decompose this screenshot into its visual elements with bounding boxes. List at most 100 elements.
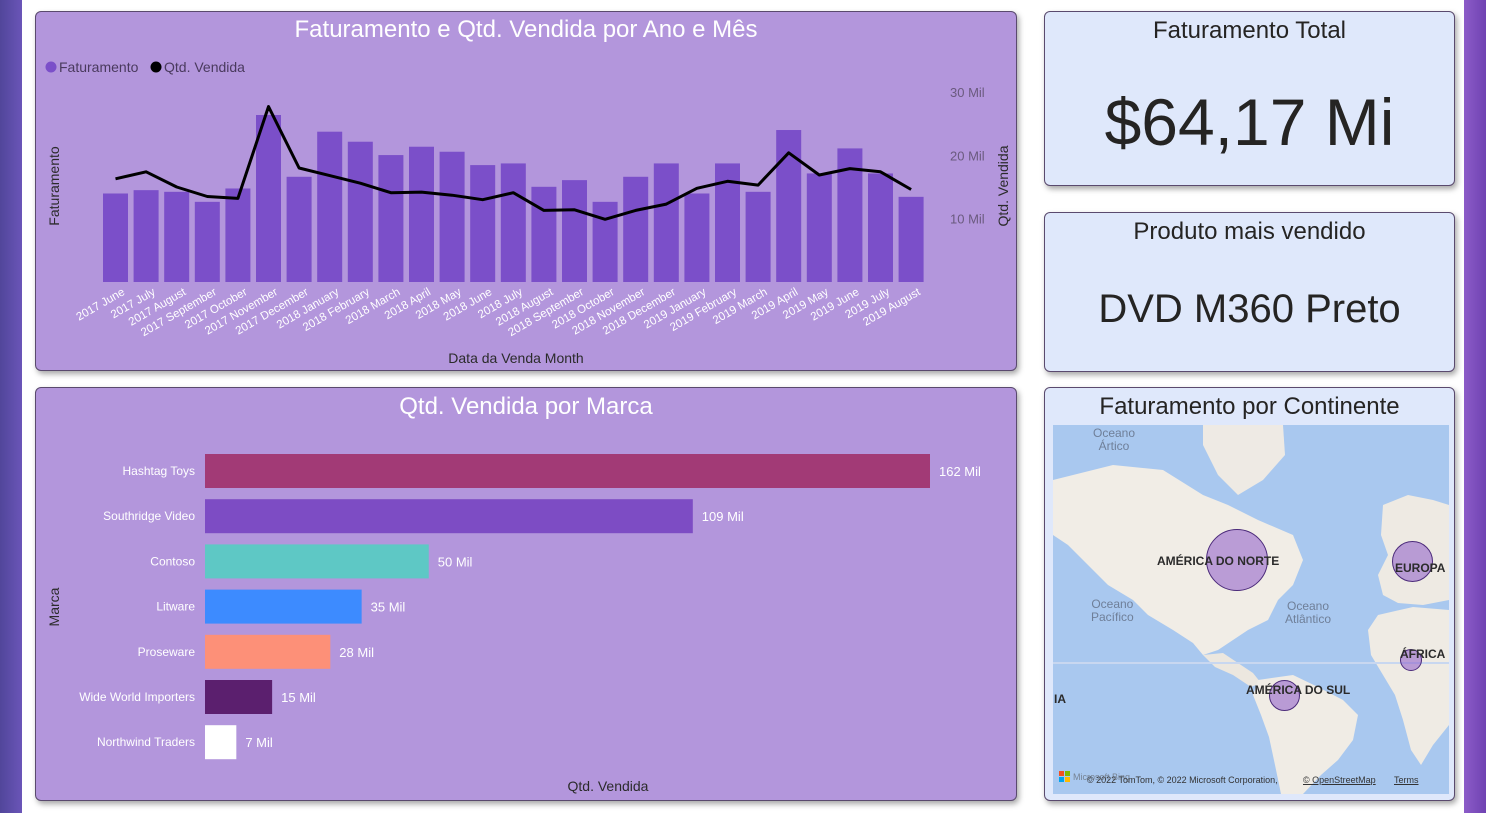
legend-label-qtd-vendida[interactable]: Qtd. Vendida (164, 59, 245, 75)
faturamento-bar[interactable] (103, 193, 128, 282)
bing-logo-text: Microsoft Bing (1073, 772, 1131, 782)
brand-bar[interactable] (205, 725, 237, 760)
africa-shape (1368, 607, 1449, 765)
brand-chart-panel: Qtd. Vendida por Marca Marca Qtd. Vendid… (35, 387, 1017, 801)
y-left-axis-title: Faturamento (46, 146, 62, 226)
brand-value-label: 15 Mil (281, 690, 316, 705)
map-label-africa: ÁFRICA (1400, 647, 1446, 661)
brand-category-label: Litware (156, 600, 195, 614)
faturamento-bar[interactable] (439, 151, 465, 282)
bing-logo (1059, 771, 1070, 782)
faturamento-bar[interactable] (286, 176, 312, 282)
faturamento-bar[interactable] (347, 141, 373, 282)
y-right-tick-label: 30 Mil (950, 85, 985, 100)
brand-bar[interactable] (205, 589, 362, 624)
brand-chart: Marca Qtd. Vendida Hashtag Toys 162 Mil So… (46, 454, 981, 794)
ocean-label-arctic: Oceano Ártico (1093, 426, 1136, 453)
faturamento-bar[interactable] (409, 146, 434, 282)
brand-bar[interactable] (205, 454, 930, 488)
brand-bar[interactable] (205, 634, 331, 669)
y-right-tick-label: 20 Mil (950, 148, 985, 163)
kpi-total-value: $64,17 Mi (1104, 85, 1395, 159)
legend-label-faturamento[interactable]: Faturamento (59, 59, 139, 75)
map-label-europe: EUROPA (1395, 561, 1446, 575)
ocean-label-pacific: Oceano Pacífico (1091, 597, 1134, 624)
faturamento-bar[interactable] (806, 173, 832, 282)
faturamento-bar[interactable] (470, 165, 496, 282)
y-right-ticks: 10 Mil 20 Mil 30 Mil (950, 85, 985, 227)
ocean-label-atlantic: Oceano Atlântico (1285, 599, 1332, 626)
map-title: Faturamento por Continente (1099, 393, 1400, 420)
faturamento-bar[interactable] (653, 163, 679, 282)
faturamento-bar[interactable] (745, 191, 771, 282)
faturamento-bar[interactable] (531, 186, 557, 282)
brand-chart-title: Qtd. Vendida por Marca (399, 393, 653, 420)
brand-y-axis-title: Marca (46, 587, 62, 626)
combo-chart-panel: Faturamento e Qtd. Vendida por Ano e Mês… (35, 11, 1017, 371)
brand-category-label: Contoso (150, 554, 195, 568)
kpi-product-value: DVD M360 Preto (1098, 287, 1401, 331)
faturamento-bar[interactable] (898, 196, 924, 282)
y-right-axis-title: Qtd. Vendida (995, 145, 1011, 226)
kpi-product-title: Produto mais vendido (1133, 218, 1366, 245)
brand-category-label: Proseware (138, 645, 196, 659)
combo-chart: Faturamento Qtd. Vendida Faturamento Qtd… (45, 59, 1011, 366)
faturamento-bar[interactable] (868, 173, 893, 282)
combo-legend: Faturamento Qtd. Vendida (45, 59, 245, 75)
map-canvas[interactable]: Oceano Ártico Oceano Pacífico Oceano Atl… (1053, 425, 1449, 794)
faturamento-bar[interactable] (592, 201, 618, 282)
brand-bar[interactable] (205, 499, 693, 534)
kpi-total-card: Faturamento Total $64,17 Mi (1044, 11, 1455, 186)
x-axis-title: Data da Venda Month (448, 350, 583, 366)
y-right-tick-label: 10 Mil (950, 212, 985, 227)
map-label-asia-partial: IA (1054, 692, 1066, 706)
map-panel: Faturamento por Continente Oceano Ártico… (1044, 387, 1455, 801)
terms-link[interactable]: Terms (1394, 775, 1419, 785)
brand-value-label: 28 Mil (339, 645, 374, 660)
brand-bar[interactable] (205, 544, 429, 579)
brand-category-label: Hashtag Toys (123, 464, 196, 478)
north-america-shape (1053, 465, 1303, 655)
map-attribution: © 2022 TomTom, © 2022 Microsoft Corporat… (1087, 775, 1278, 785)
brand-bar[interactable] (205, 680, 273, 714)
bubble-africa[interactable] (1400, 649, 1422, 671)
brand-value-label: 109 Mil (702, 509, 744, 524)
brand-category-label: Southridge Video (103, 509, 195, 523)
faturamento-bar[interactable] (225, 188, 251, 282)
faturamento-bar[interactable] (194, 201, 220, 282)
brand-value-label: 7 Mil (245, 735, 273, 750)
bubble-south-america[interactable] (1269, 680, 1300, 711)
faturamento-bar[interactable] (378, 155, 404, 282)
faturamento-bar[interactable] (562, 180, 587, 282)
brand-x-axis-title: Qtd. Vendida (568, 778, 649, 794)
faturamento-bar[interactable] (256, 115, 281, 282)
faturamento-bar[interactable] (317, 131, 343, 282)
brand-bars: Hashtag Toys 162 Mil Southridge Video 109 M… (79, 454, 981, 760)
brand-value-label: 50 Mil (438, 554, 473, 569)
qtd-vendida-line (115, 105, 912, 221)
map-label-south-america: AMÉRICA DO SUL (1246, 683, 1351, 697)
faturamento-bar[interactable] (776, 130, 802, 282)
map-label-north-america: AMÉRICA DO NORTE (1157, 554, 1280, 568)
faturamento-bar[interactable] (684, 193, 710, 282)
qtd-vendida-polyline[interactable] (115, 105, 912, 221)
faturamento-bar[interactable] (623, 176, 649, 282)
faturamento-bars (103, 115, 924, 282)
greenland-shape (1203, 425, 1285, 495)
faturamento-bar[interactable] (500, 163, 526, 282)
brand-category-label: Wide World Importers (79, 690, 195, 704)
legend-marker-faturamento (45, 61, 57, 73)
bubble-europe[interactable] (1392, 541, 1433, 582)
bubble-north-america[interactable] (1206, 529, 1268, 591)
faturamento-bar[interactable] (133, 190, 159, 282)
combo-chart-title: Faturamento e Qtd. Vendida por Ano e Mês (294, 16, 758, 43)
brand-value-label: 162 Mil (939, 464, 981, 479)
map-land (1053, 425, 1449, 794)
faturamento-bar[interactable] (164, 191, 190, 282)
central-america-shape (1203, 653, 1261, 687)
legend-marker-qtd-vendida (150, 61, 162, 73)
osm-link[interactable]: © OpenStreetMap (1303, 775, 1376, 785)
brand-value-label: 35 Mil (371, 600, 406, 615)
brand-category-label: Northwind Traders (97, 735, 195, 749)
